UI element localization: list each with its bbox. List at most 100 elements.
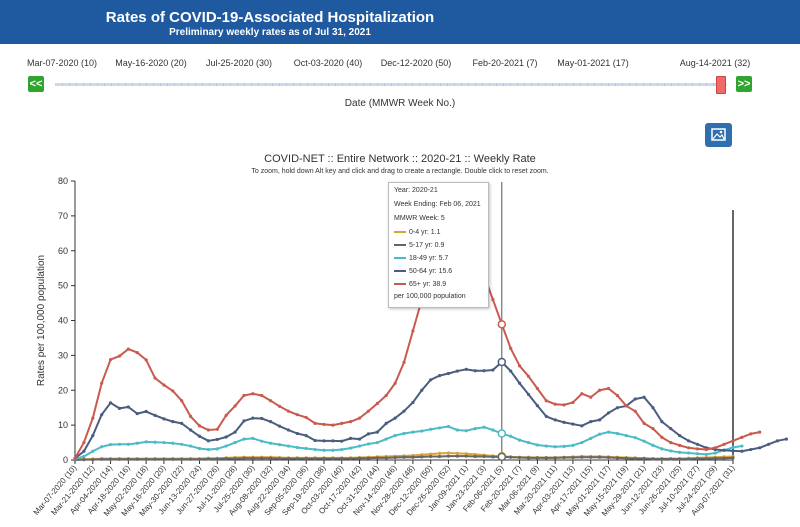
data-point	[517, 381, 522, 385]
data-point	[464, 367, 468, 371]
data-point	[455, 454, 459, 458]
data-point	[162, 417, 166, 421]
data-point	[82, 440, 86, 445]
data-point	[535, 403, 539, 408]
data-point	[633, 397, 637, 401]
data-point	[553, 418, 557, 422]
data-point	[678, 457, 682, 461]
y-axis-label: Rates per 100,000 population	[36, 255, 47, 386]
data-point	[669, 427, 673, 431]
data-point	[642, 421, 646, 425]
data-point	[366, 432, 371, 436]
slider-handle[interactable]	[716, 76, 726, 94]
tooltip-year: Year: 2020-21	[394, 187, 438, 194]
data-point	[197, 424, 202, 428]
data-point	[713, 456, 717, 460]
data-point	[669, 449, 673, 453]
page-title: Rates of COVID-19-Associated Hospitaliza…	[105, 9, 435, 26]
data-point	[91, 433, 95, 438]
data-point	[313, 447, 317, 452]
data-point	[91, 416, 95, 420]
data-point	[126, 457, 130, 461]
data-point	[100, 445, 104, 449]
data-point	[704, 447, 708, 452]
data-point	[464, 454, 468, 458]
tooltip-series-row: 18-49 yr: 5.7	[394, 255, 448, 262]
next-week-button[interactable]: >>	[736, 76, 752, 92]
tooltip-series-value: 5-17 yr: 0.9	[409, 242, 445, 249]
tooltip-series-row: 65+ yr: 38.9	[394, 281, 446, 288]
data-point	[242, 419, 246, 423]
series-swatch	[394, 270, 406, 273]
data-point	[135, 441, 139, 445]
data-point	[651, 427, 655, 431]
data-point	[544, 414, 548, 419]
data-point	[544, 456, 548, 460]
data-point	[437, 454, 442, 459]
data-point	[722, 448, 726, 452]
data-point	[242, 456, 246, 460]
data-point	[349, 457, 353, 461]
data-point	[740, 444, 744, 448]
data-point	[606, 411, 611, 415]
data-point	[242, 437, 246, 441]
tooltip-series-value: 50-64 yr: 15.6	[409, 268, 453, 275]
data-point	[695, 447, 700, 451]
data-point	[322, 457, 326, 461]
data-point	[455, 369, 459, 373]
data-point	[615, 431, 620, 436]
data-point	[651, 443, 655, 447]
data-point	[473, 454, 477, 459]
data-point	[695, 452, 700, 456]
data-point	[517, 455, 522, 460]
data-point	[144, 358, 148, 362]
data-point	[269, 399, 273, 403]
tooltip-footer: per 100,000 population	[394, 293, 466, 300]
data-point	[446, 424, 451, 429]
data-point	[411, 329, 415, 333]
data-point	[233, 440, 237, 445]
data-point	[304, 457, 308, 461]
data-point	[562, 420, 566, 424]
slider-tick-label: Aug-14-2021 (32)	[679, 58, 751, 68]
data-point	[784, 437, 788, 441]
slider-tick-label: Oct-03-2020 (40)	[293, 58, 363, 68]
data-point	[331, 448, 335, 452]
prev-week-button[interactable]: <<	[28, 76, 44, 92]
data-point	[357, 444, 362, 448]
data-point	[437, 374, 442, 378]
data-point	[224, 413, 228, 417]
data-point	[233, 457, 237, 461]
data-point	[606, 430, 611, 434]
data-point	[260, 456, 264, 460]
data-point	[669, 440, 673, 445]
highlight-point	[497, 320, 507, 329]
slider-track[interactable]	[55, 83, 727, 86]
data-point	[82, 458, 86, 462]
y-tick-label: 0	[63, 455, 68, 465]
data-point	[482, 369, 486, 373]
data-point	[553, 456, 557, 460]
data-point	[340, 457, 344, 461]
data-point	[117, 354, 122, 358]
data-point	[411, 400, 415, 405]
highlight-point	[497, 452, 507, 462]
data-point	[651, 457, 655, 461]
data-point	[615, 456, 620, 460]
data-point	[633, 457, 637, 461]
data-point	[491, 368, 495, 372]
data-point	[740, 435, 744, 439]
data-point	[215, 447, 219, 451]
data-point	[695, 457, 700, 461]
data-point	[402, 360, 406, 364]
download-image-button[interactable]	[705, 123, 732, 147]
tooltip-series-row: 50-64 yr: 15.6	[394, 268, 452, 275]
y-tick-label: 70	[58, 211, 68, 221]
data-point	[269, 420, 273, 424]
highlight-point	[497, 357, 507, 367]
y-tick-label: 50	[58, 281, 68, 291]
data-point	[251, 416, 255, 420]
data-point	[162, 457, 166, 461]
data-point	[108, 357, 113, 362]
